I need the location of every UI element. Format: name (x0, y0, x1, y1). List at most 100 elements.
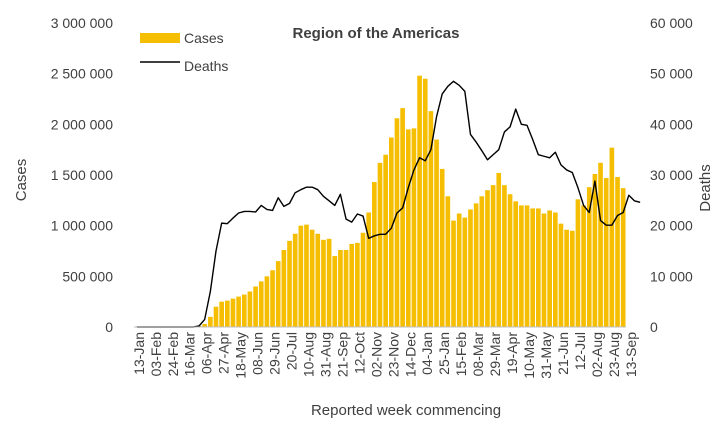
cases-bar (213, 306, 219, 327)
cases-bar (366, 212, 372, 327)
cases-bar (287, 240, 292, 327)
cases-bar-series (196, 75, 626, 328)
y-axis-title-right: Deaths (697, 164, 714, 212)
cases-bar (202, 323, 208, 327)
x-tick-label: 13-Jan (131, 332, 147, 375)
cases-bar (552, 212, 558, 327)
x-tick-label: 31-May (538, 332, 554, 379)
x-axis-title: Reported week commencing (311, 402, 501, 419)
cases-bar (400, 108, 405, 328)
x-tick-label: 04-Jan (419, 332, 435, 375)
cases-bar (462, 217, 468, 327)
cases-bar (411, 128, 417, 327)
deaths-line-series (136, 80, 641, 328)
x-tick-label: 13-Sep (623, 332, 639, 377)
x-tick-label: 24-Feb (165, 332, 181, 377)
y-left-tick-label: 2 500 000 (51, 66, 113, 82)
cases-bar (394, 118, 400, 327)
cases-bar (519, 205, 524, 327)
cases-bar (603, 178, 609, 327)
cases-bar (473, 203, 479, 327)
x-tick-label: 25-Jan (436, 332, 452, 375)
legend-swatch-cases (140, 33, 180, 43)
cases-bar (422, 78, 428, 327)
cases-bar (456, 213, 462, 327)
x-tick-label: 10-Aug (300, 332, 316, 377)
cases-bar (586, 187, 592, 327)
cases-bar (355, 242, 360, 327)
cases-bar (219, 301, 224, 327)
cases-bar (524, 205, 530, 327)
cases-bar (332, 256, 338, 327)
cases-bar (451, 220, 456, 327)
cases-bar (270, 270, 275, 327)
x-tick-label: 02-Nov (368, 332, 384, 377)
cases-bar (383, 154, 388, 327)
cases-bar (609, 147, 615, 327)
cases-bar (558, 223, 564, 327)
legend: Cases Deaths (140, 30, 228, 74)
cases-bar (264, 276, 270, 327)
x-tick-label: 06-Apr (199, 332, 215, 374)
y-left-tick-label: 1 500 000 (51, 167, 113, 183)
cases-bar (247, 291, 253, 327)
y-right-tick-label: 60 000 (650, 15, 693, 31)
cases-bar (502, 185, 507, 327)
cases-bar (292, 233, 298, 327)
y-right-tick-label: 0 (650, 319, 658, 335)
x-tick-label: 20-Jul (284, 332, 300, 370)
cases-bar (485, 190, 490, 327)
x-tick-label: 12-Oct (351, 332, 367, 374)
cases-bar (620, 188, 626, 327)
x-tick-label: 23-Nov (385, 332, 401, 377)
cases-bar (208, 316, 213, 327)
cases-bar (298, 225, 304, 327)
cases-bar (569, 230, 575, 327)
y-left-tick-label: 0 (105, 319, 113, 335)
cases-bar (281, 249, 287, 327)
cases-bar (468, 209, 473, 327)
legend-label-cases: Cases (184, 30, 224, 46)
y-right-tick-label: 10 000 (650, 268, 693, 284)
x-tick-label: 14-Dec (402, 332, 418, 377)
x-tick-label: 03-Feb (148, 332, 164, 377)
y-right-tick-label: 20 000 (650, 218, 693, 234)
cases-bar (479, 196, 485, 327)
x-tick-label: 08-Mar (470, 332, 486, 377)
cases-bar (338, 249, 343, 327)
right-y-axis: 0 10 000 20 000 30 000 40 000 50 000 60 000 (650, 15, 693, 335)
cases-bar (309, 229, 315, 327)
x-tick-label: 29-Mar (487, 332, 503, 377)
cases-bar (230, 298, 236, 327)
cases-bar (490, 185, 496, 327)
x-tick-label: 21-Sep (334, 332, 350, 377)
cases-bar (275, 261, 281, 327)
x-tick-label: 27-Apr (216, 332, 232, 374)
x-tick-label: 29-Jun (267, 332, 283, 375)
cases-bar (343, 249, 349, 327)
cases-bar (304, 224, 309, 327)
cases-bar (615, 177, 620, 327)
legend-label-deaths: Deaths (184, 58, 228, 74)
cases-bar (564, 229, 569, 327)
cases-bar (253, 286, 258, 327)
y-left-tick-label: 3 000 000 (51, 15, 113, 31)
x-tick-label: 23-Aug (606, 332, 622, 377)
cases-bar (326, 238, 332, 327)
x-tick-label: 12-Jul (572, 332, 588, 370)
chart-title: Region of the Americas (293, 25, 460, 42)
cases-bar (598, 162, 603, 327)
cases-bar (434, 139, 439, 327)
x-tick-label: 21-Jun (555, 332, 571, 375)
x-tick-label: 08-Jun (250, 332, 266, 375)
cases-bar (388, 137, 394, 327)
y-axis-title-left: Cases (13, 159, 30, 202)
cases-bar (236, 296, 241, 327)
cases-bar (547, 210, 552, 327)
cases-bar (258, 281, 264, 327)
cases-bar (496, 172, 502, 327)
cases-bar (536, 208, 541, 327)
y-right-tick-label: 50 000 (650, 66, 693, 82)
y-left-tick-label: 500 000 (62, 268, 113, 284)
cases-bar (224, 300, 230, 327)
